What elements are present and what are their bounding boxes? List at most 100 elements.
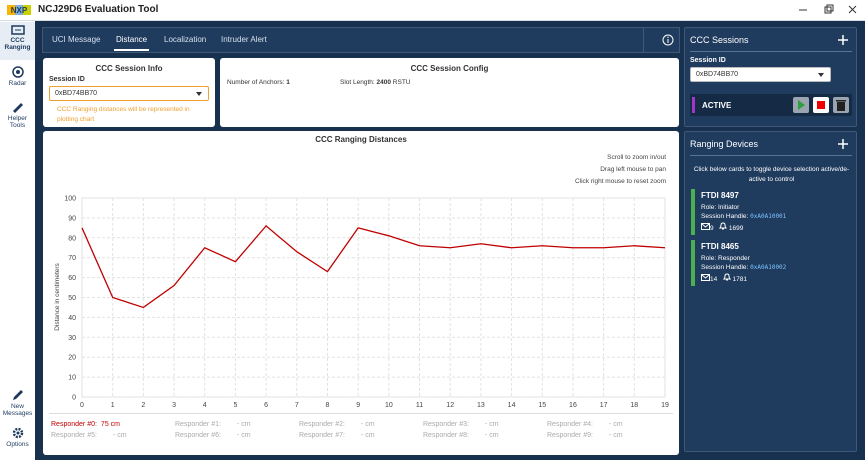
y-tick-label: 90 [68,215,76,222]
add-button[interactable] [838,35,848,45]
responder-label: Responder #1: [175,421,221,428]
x-tick-label: 9 [356,402,360,409]
y-tick-label: 80 [68,235,76,242]
x-tick-label: 14 [508,402,516,409]
x-tick-label: 16 [569,402,577,409]
responder-value: 75 cm [100,421,120,428]
responder-label: Responder #3: [423,421,469,428]
y-tick-label: 100 [64,196,76,203]
nav-label: Radar [8,80,27,87]
info-button[interactable] [662,34,674,46]
session-select[interactable]: 0xBD74BB70 [49,86,209,101]
field-label: Session ID [690,57,726,64]
responder-label: Responder #5: [51,432,97,439]
responder-value: - cm [360,432,375,439]
tab[interactable]: UCI Message [52,35,101,44]
nav-icon [12,427,23,439]
device-name: FTDI 8497 [701,191,739,200]
tab[interactable]: Distance [113,35,150,51]
field-label: Number of Anchors: [227,79,285,86]
notification-count: 1699 [728,225,744,232]
responder-label: Responder #7: [299,432,345,439]
responder-entry: Responder #7: - cm [299,432,375,439]
field-value: Initiator [718,204,740,211]
responder-label: Responder #0: [51,421,97,428]
nav-helper-tools[interactable]: Helper Tools [0,101,35,129]
device-handle: Session Handle: 0xA0A10001 [701,213,851,220]
data-line [81,224,666,309]
device-handle: Session Handle: 0xA0A10002 [701,264,851,271]
device-role: Role: Responder [701,255,851,262]
panel-title: CCC Session Config [410,64,489,73]
responder-entry: Responder #5: - cm [51,432,127,439]
x-tick-label: 15 [538,402,546,409]
session-info-panel: CCC Session Info Session ID 0xBD74BB70 C… [43,58,215,127]
field-unit: RSTU [392,79,411,86]
device-counters: 14 1781 [701,273,851,283]
y-tick-label: 20 [68,355,76,362]
window-controls[interactable] [795,3,860,17]
svg-text:NXP: NXP [11,6,28,15]
device-counters: 9 1699 [701,222,851,232]
x-tick-label: 6 [264,402,268,409]
responder-entry: Responder #1: - cm [175,421,251,428]
select-value: 0xBD74BB70 [696,71,739,78]
nav-label: Options [6,441,29,448]
session-controls[interactable] [793,97,849,113]
field-label: Role: [701,255,717,262]
mail-icon [701,274,710,281]
responder-value: - cm [608,432,623,439]
app-title: NCJ29D6 Evaluation Tool [38,4,159,15]
y-tick-label: 60 [68,275,76,282]
field-value: 1 [286,79,290,86]
y-tick-label: 30 [68,335,76,342]
panel-title: CCC Session Info [95,64,163,73]
chart-hint: Drag left mouse to pan [600,166,666,173]
session-status: ACTIVE [690,94,852,116]
select-value: 0xBD74BB70 [55,90,98,97]
field-label: Session ID [49,76,85,83]
x-tick-label: 12 [446,402,454,409]
y-tick-label: 70 [68,255,76,262]
session-note: CCC Ranging distances will be represente… [57,106,190,123]
device-card[interactable]: FTDI 8497 Role: Initiator Session Handle… [691,189,851,235]
nav-icon [10,25,25,35]
divider [690,51,852,52]
tab[interactable]: Intruder Alert [221,35,267,44]
x-tick-label: 0 [80,402,84,409]
responder-entry: Responder #8: - cm [423,432,499,439]
add-button[interactable] [838,139,848,149]
responder-value: - cm [360,421,375,428]
nav-new-messages[interactable]: New Messages [0,389,35,417]
responder-value: - cm [484,432,499,439]
nav-label: CCC Ranging [4,37,31,51]
nav-ccc-ranging[interactable]: CCC Ranging [0,22,35,60]
nav-radar[interactable]: Radar [0,66,35,87]
x-tick-label: 8 [326,402,330,409]
chart: CCC Ranging Distances Distance in centim… [54,135,669,409]
message-count: 14 [710,276,718,283]
x-tick-label: 7 [295,402,299,409]
nav-label: New Messages [2,403,33,417]
field-value: 2400 [376,79,391,86]
nav-icon [12,103,23,113]
divider [690,155,852,156]
session-select[interactable]: 0xBD74BB70 [690,67,831,82]
chart-panel: CCC Ranging Distances Distance in centim… [43,131,679,455]
caret [196,92,202,96]
x-tick-label: 17 [600,402,608,409]
nav-options[interactable]: Options [0,427,35,448]
device-card[interactable]: FTDI 8465 Role: Responder Session Handle… [691,240,851,286]
tab[interactable]: Localization [164,35,207,44]
responder-entry: Responder #6: - cm [175,432,251,439]
nav-icon [12,390,23,400]
separator [49,413,673,414]
field-value: Responder [718,255,750,262]
title-bar: NXP NCJ29D6 Evaluation Tool [0,0,865,21]
responder-value: - cm [236,432,251,439]
status-indicator [692,97,695,113]
responder-entry: Responder #2: - cm [299,421,375,428]
field-value: 0xA0A10002 [750,264,787,271]
x-tick-label: 18 [630,402,638,409]
panel-title: Ranging Devices [690,139,759,149]
